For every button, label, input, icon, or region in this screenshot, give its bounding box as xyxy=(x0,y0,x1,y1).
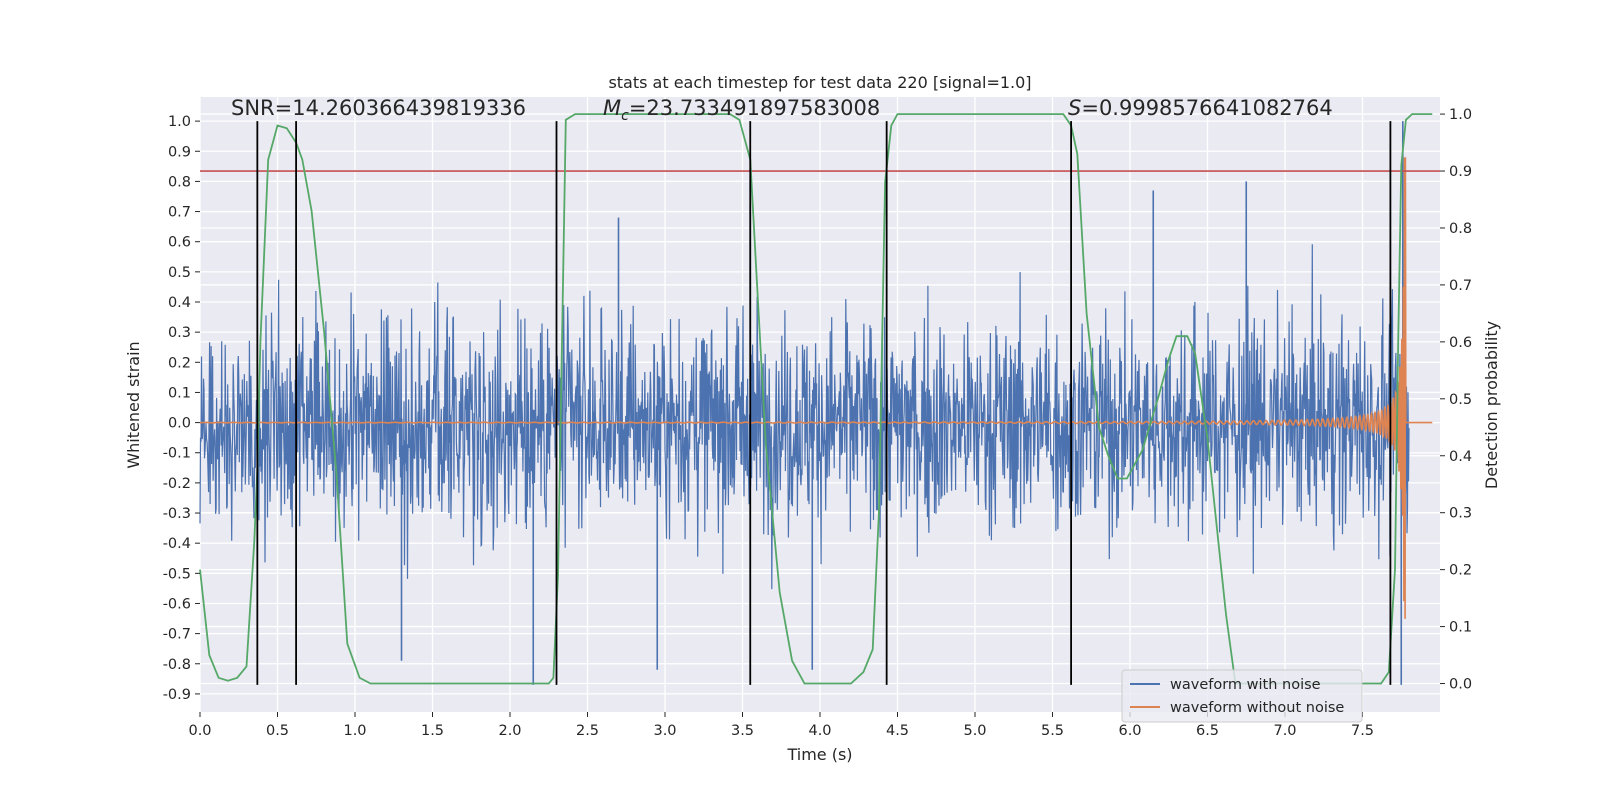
x-tick-label-5: 2.5 xyxy=(576,723,599,739)
x-axis-label: Time (s) xyxy=(786,745,852,764)
y2-tick-label-10: 0.0 xyxy=(1449,677,1472,693)
y2-tick-label-1: 0.9 xyxy=(1449,164,1472,180)
legend-label-clean: waveform without noise xyxy=(1170,700,1344,716)
y2-tick-label-6: 0.4 xyxy=(1449,449,1472,465)
x-tick-label-4: 2.0 xyxy=(498,723,521,739)
y-tick-label-16: -0.6 xyxy=(163,596,191,612)
plot-area xyxy=(199,113,1440,685)
annotation-2: S=0.9998576641082764 xyxy=(1068,96,1333,120)
y-tick-label-5: 0.5 xyxy=(168,265,191,281)
x-tick-label-12: 6.0 xyxy=(1118,723,1141,739)
legend: waveform with noise waveform without noi… xyxy=(1121,669,1363,723)
y-tick-label-12: -0.2 xyxy=(163,476,191,492)
y-tick-label-11: -0.1 xyxy=(163,446,191,462)
series-probability-line xyxy=(199,113,1433,685)
y2-tick-label-0: 1.0 xyxy=(1449,107,1472,123)
x-tick-label-3: 1.5 xyxy=(421,723,444,739)
chart-title: stats at each timestep for test data 220… xyxy=(608,73,1031,92)
series-clean-line xyxy=(200,157,1433,619)
y2-tick-label-9: 0.1 xyxy=(1449,620,1472,636)
y2-tick-label-4: 0.6 xyxy=(1449,335,1472,351)
y-tick-label-4: 0.6 xyxy=(168,235,191,251)
y-tick-label-15: -0.5 xyxy=(163,566,191,582)
y-tick-label-13: -0.3 xyxy=(163,506,191,522)
y-tick-label-3: 0.7 xyxy=(168,205,191,221)
y2-tick-label-3: 0.7 xyxy=(1449,278,1472,294)
y-tick-label-2: 0.8 xyxy=(168,174,191,190)
x-tick-label-8: 4.0 xyxy=(808,723,831,739)
x-tick-label-15: 7.5 xyxy=(1351,723,1374,739)
annotations: SNR=14.260366439819336 Mc=23.733491897583… xyxy=(231,96,1333,124)
legend-box xyxy=(1121,669,1363,723)
y2-axis-label: Detection probability xyxy=(1482,321,1501,489)
y-tick-label-6: 0.4 xyxy=(168,295,191,311)
y-tick-label-8: 0.2 xyxy=(168,355,191,371)
x-tick-label-2: 1.0 xyxy=(343,723,366,739)
x-tick-label-7: 3.5 xyxy=(731,723,754,739)
y-tick-label-17: -0.7 xyxy=(163,627,191,643)
y-tick-label-1: 0.9 xyxy=(168,144,191,160)
x-tick-label-6: 3.0 xyxy=(653,723,676,739)
y2-tick-label-8: 0.2 xyxy=(1449,563,1472,579)
y-tick-label-0: 1.0 xyxy=(168,114,191,130)
axes: 0.0 0.5 1.0 1.5 2.0 2.5 3.0 3.5 4.0 4.5 5.0 5.5 6.0 6… xyxy=(163,107,1472,739)
x-tick-label-9: 4.5 xyxy=(886,723,909,739)
y-tick-label-19: -0.9 xyxy=(163,687,191,703)
y-tick-label-7: 0.3 xyxy=(168,325,191,341)
y2-tick-label-7: 0.3 xyxy=(1449,506,1472,522)
y-tick-label-18: -0.8 xyxy=(163,657,191,673)
legend-label-noisy: waveform with noise xyxy=(1170,677,1321,693)
annotation-1: Mc=23.733491897583008 xyxy=(603,96,880,124)
y-axis-label: Whitened strain xyxy=(124,341,143,468)
y-tick-label-9: 0.1 xyxy=(168,385,191,401)
x-tick-label-10: 5.0 xyxy=(963,723,986,739)
annotation-0: SNR=14.260366439819336 xyxy=(231,96,526,120)
y2-tick-label-2: 0.8 xyxy=(1449,221,1472,237)
y-tick-label-10: 0.0 xyxy=(168,416,191,432)
y-tick-label-14: -0.4 xyxy=(163,536,191,552)
x-tick-label-13: 6.5 xyxy=(1196,723,1219,739)
y2-tick-label-5: 0.5 xyxy=(1449,392,1472,408)
x-tick-label-1: 0.5 xyxy=(266,723,289,739)
x-tick-label-14: 7.0 xyxy=(1273,723,1296,739)
x-tick-label-0: 0.0 xyxy=(188,723,211,739)
x-tick-label-11: 5.5 xyxy=(1041,723,1064,739)
